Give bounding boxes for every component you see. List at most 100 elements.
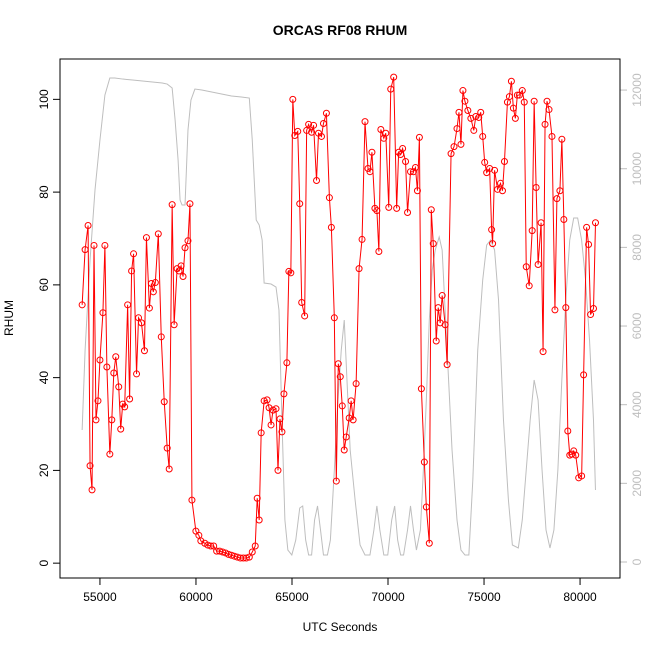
data-point	[587, 311, 595, 319]
data-point	[505, 93, 513, 101]
data-point	[149, 288, 157, 296]
data-point	[355, 265, 363, 273]
data-point	[371, 204, 379, 212]
data-point	[322, 109, 330, 117]
data-point	[447, 150, 455, 158]
data-point	[415, 133, 423, 141]
data-point	[255, 516, 263, 524]
data-point	[443, 361, 451, 369]
data-point	[101, 241, 109, 249]
data-point	[133, 370, 141, 378]
data-point	[532, 183, 540, 191]
data-point	[345, 414, 353, 422]
data-point	[342, 433, 350, 441]
data-point	[368, 148, 376, 156]
y2-tick-label: 12000	[630, 73, 644, 107]
data-point	[274, 466, 282, 474]
data-point	[94, 397, 102, 405]
data-point	[432, 337, 440, 345]
x-tick-label: 55000	[83, 590, 117, 604]
data-point	[511, 114, 519, 122]
data-point	[534, 260, 542, 268]
data-point	[459, 87, 467, 95]
data-point	[450, 143, 458, 151]
data-point	[272, 405, 280, 413]
data-point	[578, 472, 586, 480]
x-axis-title: UTC Seconds	[303, 620, 378, 634]
data-point	[181, 244, 189, 252]
data-point	[520, 98, 528, 106]
data-point	[86, 462, 94, 470]
data-point	[545, 106, 553, 114]
data-point	[332, 477, 340, 485]
data-point	[310, 121, 318, 129]
data-point	[453, 125, 461, 133]
data-point	[518, 87, 526, 95]
data-point	[387, 85, 395, 93]
data-point	[404, 209, 412, 217]
data-point	[509, 104, 517, 112]
data-point	[135, 314, 143, 322]
data-point	[591, 219, 599, 227]
data-point	[99, 309, 107, 317]
data-point	[564, 427, 572, 435]
data-point	[334, 360, 342, 368]
data-point	[154, 230, 162, 238]
data-point	[543, 97, 551, 105]
data-point	[528, 227, 536, 235]
data-point	[395, 148, 403, 156]
data-point	[197, 537, 205, 545]
data-point	[572, 451, 580, 459]
data-point	[558, 135, 566, 143]
data-point	[507, 77, 515, 85]
data-point	[245, 553, 253, 561]
data-point	[562, 304, 570, 312]
x-tick-label: 75000	[467, 590, 501, 604]
data-point	[108, 416, 116, 424]
x-tick-label: 80000	[563, 590, 597, 604]
data-point	[165, 465, 173, 473]
data-point	[525, 282, 533, 290]
data-point	[260, 397, 268, 405]
data-point	[340, 446, 348, 454]
data-point	[489, 240, 497, 248]
data-point	[402, 158, 410, 166]
data-point	[498, 187, 506, 195]
data-point	[110, 369, 118, 377]
y2-tick-label: 0	[630, 558, 644, 565]
data-point	[441, 321, 449, 329]
data-point	[257, 429, 265, 437]
data-point	[170, 321, 178, 329]
data-point	[497, 179, 505, 187]
data-point	[500, 158, 508, 166]
data-point	[556, 187, 564, 195]
y2-tick-label: 10000	[630, 152, 644, 186]
data-point	[267, 421, 275, 429]
data-point	[434, 304, 442, 312]
data-point	[305, 120, 313, 128]
data-point	[179, 273, 187, 281]
data-point	[90, 241, 98, 249]
data-point	[347, 397, 355, 405]
data-point	[461, 97, 469, 105]
plot-area	[78, 73, 599, 562]
data-point	[317, 132, 325, 140]
data-point	[338, 402, 346, 410]
data-point	[541, 120, 549, 128]
data-point	[301, 312, 309, 320]
data-point	[278, 428, 286, 436]
data-point	[427, 206, 435, 214]
data-point	[81, 246, 89, 254]
data-point	[397, 151, 405, 159]
data-point	[551, 306, 559, 314]
data-point	[308, 128, 316, 136]
data-point	[470, 126, 478, 134]
data-point	[327, 223, 335, 231]
data-point	[84, 222, 92, 230]
data-point	[385, 203, 393, 211]
data-point	[115, 383, 123, 391]
data-point	[177, 262, 185, 270]
data-point	[168, 201, 176, 209]
data-point	[481, 158, 489, 166]
data-point	[522, 263, 530, 271]
